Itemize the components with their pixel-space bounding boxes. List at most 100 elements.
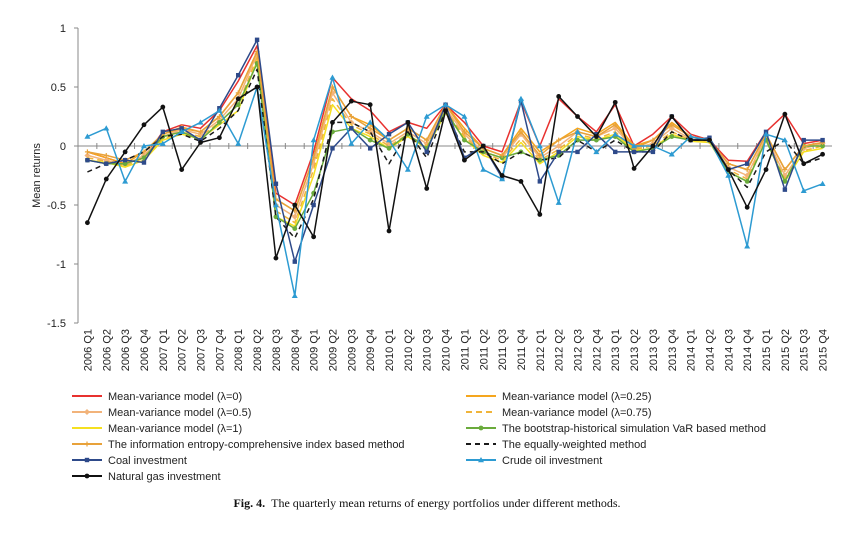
- legend-label: Coal investment: [108, 455, 187, 467]
- data-point: [103, 176, 109, 182]
- legend-item: Mean-variance model (λ=0.75): [466, 407, 652, 419]
- x-tick-label: 2010 Q3: [422, 329, 434, 371]
- series-10: [84, 74, 826, 299]
- data-point: [462, 137, 467, 143]
- y-tick-label: -0.5: [47, 200, 66, 212]
- x-tick-label: 2008 Q3: [271, 329, 283, 371]
- series-11: [85, 84, 825, 261]
- data-point: [820, 137, 825, 143]
- data-point: [216, 135, 222, 141]
- y-axis-title: Mean returns: [31, 143, 43, 208]
- legend-label: Mean-variance model (λ=0): [108, 391, 242, 403]
- legend-item: Mean-variance model (λ=0.5): [72, 407, 251, 419]
- data-point: [85, 220, 90, 226]
- data-point: [179, 126, 184, 131]
- legend-label: Mean-variance model (λ=0.5): [108, 407, 251, 419]
- data-point: [103, 125, 110, 131]
- data-point: [424, 186, 430, 191]
- data-point: [763, 131, 770, 137]
- data-point: [820, 151, 825, 157]
- data-point: [386, 228, 392, 234]
- data-point: [367, 102, 373, 108]
- data-point: [650, 149, 656, 155]
- data-point: [122, 178, 129, 184]
- x-tick-label: 2006 Q3: [120, 329, 132, 371]
- series-1: [87, 44, 823, 206]
- x-tick-label: 2007 Q3: [196, 329, 208, 371]
- data-point: [537, 152, 543, 158]
- data-point: [330, 146, 335, 151]
- x-tick-label: 2008 Q1: [233, 329, 245, 371]
- data-point: [650, 143, 656, 149]
- x-tick-label: 2009 Q1: [309, 329, 321, 371]
- data-point: [613, 149, 618, 155]
- x-tick-label: 2010 Q4: [441, 329, 453, 371]
- data-point: [575, 149, 580, 155]
- data-point: [800, 187, 807, 194]
- data-point: [160, 129, 166, 135]
- data-point: [650, 137, 656, 143]
- data-point: [235, 140, 242, 146]
- data-point: [141, 155, 147, 161]
- legend-label: The information entropy-comprehensive in…: [108, 439, 405, 451]
- legend-label: The equally-weighted method: [502, 439, 646, 451]
- data-point: [574, 128, 581, 135]
- data-point: [254, 84, 260, 90]
- data-point: [122, 161, 128, 167]
- legend: Mean-variance model (λ=0) Mean-variance m…: [72, 391, 766, 483]
- data-point: [556, 137, 562, 143]
- data-point: [556, 149, 561, 155]
- data-point: [499, 173, 505, 178]
- data-point: [85, 157, 90, 163]
- y-tick-label: 0: [60, 141, 66, 153]
- data-point: [442, 101, 449, 107]
- series-line: [86, 86, 823, 259]
- data-point: [612, 131, 619, 137]
- data-point: [179, 167, 185, 173]
- data-point: [103, 152, 109, 158]
- data-point: [688, 137, 694, 143]
- data-point: [84, 409, 90, 415]
- legend-item: Crude oil investment: [466, 455, 602, 467]
- x-tick-label: 2014 Q4: [742, 329, 754, 371]
- y-tick-label: -1: [56, 259, 66, 271]
- data-point: [725, 161, 731, 167]
- data-point: [329, 74, 336, 80]
- y-tick-label: 1: [60, 23, 66, 35]
- data-point: [782, 179, 788, 184]
- data-point: [593, 134, 599, 139]
- data-point: [311, 234, 317, 240]
- data-point: [367, 125, 373, 131]
- data-point: [386, 145, 392, 151]
- data-point: [518, 129, 524, 135]
- data-point: [593, 148, 600, 155]
- legend-item: Mean-variance model (λ=1): [72, 423, 242, 435]
- data-point: [537, 179, 543, 184]
- legend-label: Mean-variance model (λ=0.75): [502, 407, 652, 419]
- data-point: [668, 151, 675, 157]
- x-tick-label: 2006 Q1: [82, 329, 94, 371]
- data-point: [499, 152, 505, 158]
- data-point: [198, 140, 203, 145]
- data-point: [480, 166, 487, 172]
- data-point: [291, 292, 298, 299]
- x-tick-label: 2006 Q4: [139, 329, 151, 371]
- data-point: [423, 113, 430, 119]
- data-point: [349, 126, 354, 131]
- data-point: [84, 152, 91, 159]
- x-tick-label: 2011 Q2: [478, 329, 490, 370]
- data-point: [386, 132, 392, 137]
- data-point: [593, 137, 599, 143]
- data-point: [367, 137, 373, 143]
- data-point: [122, 157, 128, 163]
- axes: 1 0.5 0 -0.5 -1 -1.5 Mean returns 2006 Q1 2006 Q…: [31, 23, 832, 371]
- data-point: [386, 137, 393, 143]
- data-point: [443, 108, 448, 113]
- data-point: [462, 157, 467, 163]
- series-line: [87, 76, 823, 297]
- data-point: [292, 226, 298, 232]
- series-line: [87, 39, 823, 263]
- legend-item: Natural gas investment: [72, 471, 221, 483]
- series-layer: [84, 37, 826, 299]
- data-point: [725, 172, 732, 178]
